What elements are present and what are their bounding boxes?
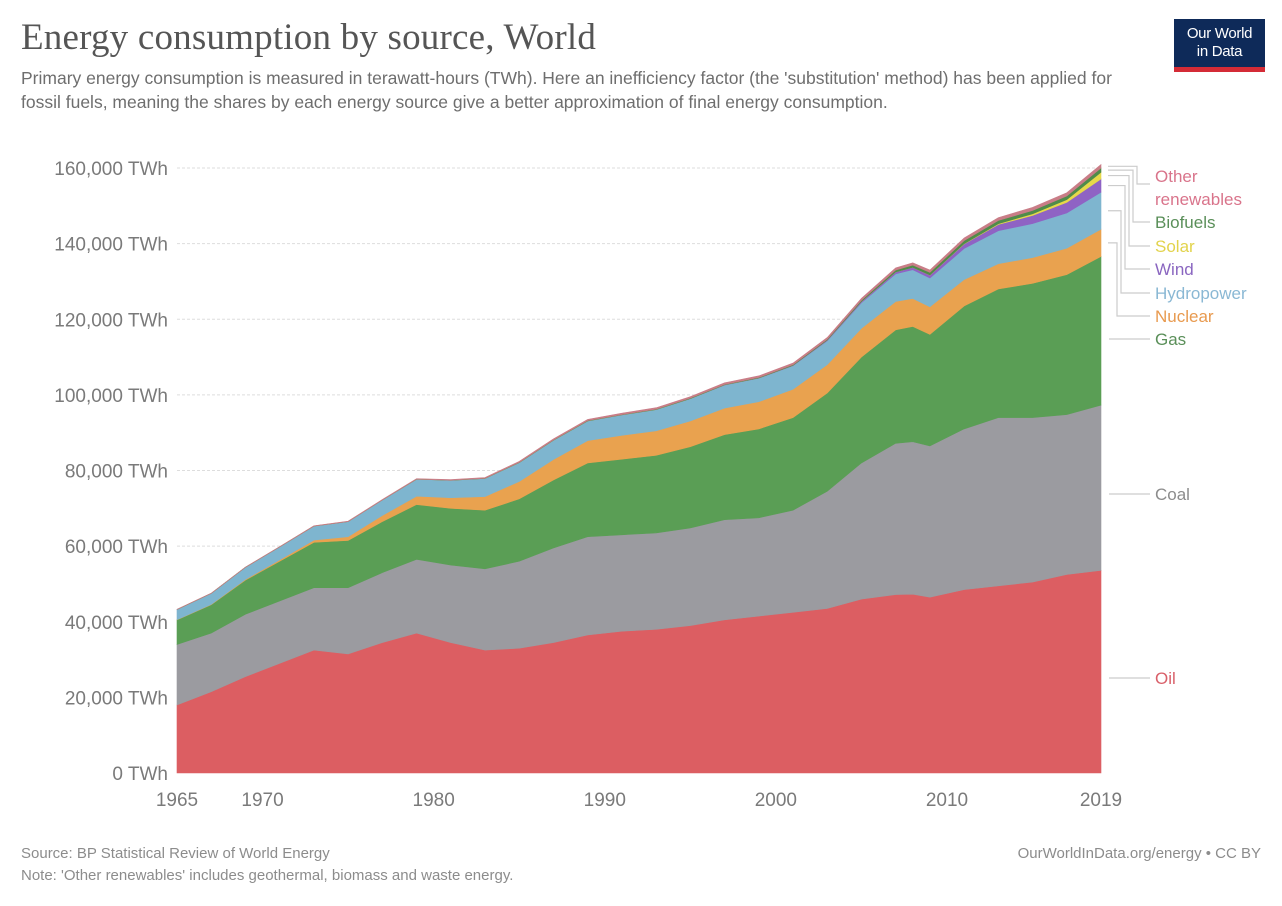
chart-subtitle: Primary energy consumption is measured i… — [21, 68, 1112, 112]
y-tick-label: 160,000 TWh — [54, 159, 168, 180]
legend-label-gas[interactable]: Gas — [1155, 330, 1186, 349]
legend-label-other[interactable]: Other — [1155, 167, 1198, 186]
legend-label-solar[interactable]: Solar — [1155, 237, 1195, 256]
y-axis-ticks: 0 TWh 20,000 TWh 40,000 TWh 60,000 TWh 80,00… — [54, 159, 168, 785]
legend-connector — [1108, 242, 1150, 317]
x-tick-label: 2019 — [1080, 790, 1122, 811]
logo-line-1: Our World — [1186, 25, 1253, 42]
x-tick-label: 1970 — [241, 790, 283, 811]
y-tick-label: 60,000 TWh — [65, 537, 168, 558]
y-tick-label: 40,000 TWh — [65, 613, 168, 634]
y-tick-label: 140,000 TWh — [54, 235, 168, 256]
y-tick-label: 0 TWh — [112, 764, 168, 785]
x-tick-label: 1990 — [584, 790, 626, 811]
source-note: Source: BP Statistical Review of World E… — [21, 845, 330, 862]
legend-connector — [1108, 169, 1150, 223]
legend-connector — [1108, 210, 1150, 294]
y-tick-label: 100,000 TWh — [54, 386, 168, 407]
legend-connector — [1108, 174, 1150, 247]
logo-line-2: in Data — [1196, 43, 1243, 60]
legend-label-hydropower[interactable]: Hydropower — [1155, 284, 1247, 303]
x-tick-label: 1980 — [413, 790, 455, 811]
legend-label-biofuels[interactable]: Biofuels — [1155, 213, 1215, 232]
x-axis-ticks: 1965 1970 1980 1990 2000 2010 2019 — [156, 790, 1122, 811]
legend-connector — [1108, 184, 1150, 270]
y-tick-label: 120,000 TWh — [54, 310, 168, 331]
chart-title: Energy consumption by source, World — [21, 17, 597, 58]
legend-label-renewables[interactable]: renewables — [1155, 190, 1242, 209]
x-tick-label: 1965 — [156, 790, 198, 811]
legend: Other renewables Biofuels Solar Wind Hydropow… — [1108, 165, 1247, 688]
area-other-renewables[interactable] — [176, 163, 1102, 610]
legend-label-coal[interactable]: Coal — [1155, 485, 1190, 504]
y-tick-label: 20,000 TWh — [65, 688, 168, 709]
legend-connector — [1108, 165, 1150, 185]
owid-link[interactable]: OurWorldInData.org/energy • CC BY — [1017, 845, 1261, 862]
legend-label-wind[interactable]: Wind — [1155, 260, 1194, 279]
x-tick-label: 2000 — [755, 790, 797, 811]
legend-label-oil[interactable]: Oil — [1155, 669, 1176, 688]
logo-accent-bar — [1174, 67, 1265, 72]
legend-label-nuclear[interactable]: Nuclear — [1155, 307, 1214, 326]
x-tick-label: 2010 — [926, 790, 968, 811]
area-series — [176, 163, 1102, 774]
footnote: Note: 'Other renewables' includes geothe… — [21, 867, 514, 884]
owid-logo[interactable]: Our World in Data — [1174, 19, 1265, 72]
y-tick-label: 80,000 TWh — [65, 462, 168, 483]
